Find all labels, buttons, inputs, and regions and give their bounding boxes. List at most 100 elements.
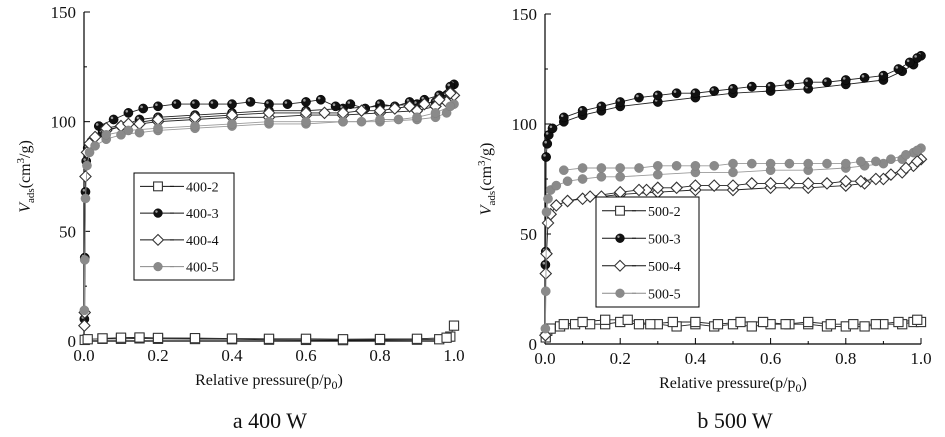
data-point: [411, 333, 423, 344]
data-point: [634, 92, 644, 103]
chart-panel-2: 0 50 100 150 0.0 0.2 0.4 0.6 0.8 1.0 Relative pres…: [476, 5, 932, 433]
legend-marker-shine: [155, 210, 158, 213]
data-point-shine: [173, 101, 177, 104]
data-point: [356, 116, 367, 127]
x-tick-label: 0.2: [147, 346, 168, 365]
data-point-shine: [598, 103, 602, 107]
data-point-shine: [110, 116, 114, 120]
data-point: [300, 333, 312, 344]
data-point-shine: [377, 101, 380, 104]
data-point-shine: [579, 107, 583, 111]
data-point: [412, 112, 422, 123]
data-point: [783, 177, 796, 190]
data-point: [615, 97, 626, 107]
data-point-shine: [636, 94, 639, 98]
data-point: [667, 316, 678, 328]
data-point-shine: [332, 103, 336, 106]
y-tick-label: 100: [512, 115, 538, 134]
data-point: [263, 333, 275, 344]
data-point: [441, 332, 452, 343]
series-line-adsorption: [84, 325, 455, 341]
data-point: [542, 138, 553, 149]
legend-marker: [615, 288, 625, 298]
data-point-shine: [192, 101, 195, 104]
x-tick-label: 0.6: [295, 346, 316, 365]
y-tick-label: 0: [68, 332, 77, 351]
data-point: [80, 193, 91, 204]
data-point-shine: [673, 90, 677, 93]
x-tick-label: 0.2: [610, 349, 631, 368]
data-point: [689, 179, 702, 192]
data-point: [337, 334, 349, 345]
data-point: [551, 180, 562, 191]
data-point: [651, 181, 665, 195]
y-tick-label: 50: [520, 225, 537, 244]
x-tick-label: 0.6: [760, 349, 781, 368]
series-500-3: [540, 50, 926, 270]
data-point-shine: [842, 77, 846, 80]
data-point: [747, 158, 757, 169]
data-point: [841, 158, 851, 169]
data-point: [108, 114, 119, 125]
data-point: [153, 123, 163, 134]
data-point-shine: [447, 83, 450, 87]
data-point: [600, 314, 611, 325]
data-point: [116, 130, 126, 140]
data-point: [912, 145, 923, 156]
data-point: [712, 319, 724, 330]
data-point: [901, 149, 911, 160]
legend-label: 400-4: [186, 234, 219, 249]
data-point: [820, 177, 834, 190]
data-point-shine: [654, 92, 658, 96]
data-point-shine: [549, 125, 553, 129]
y-tick-label: 0: [529, 335, 538, 354]
legend: 500-2 500-3 500-4 500-5: [595, 196, 700, 308]
legend-marker-shine: [617, 235, 620, 238]
data-point-shine: [906, 59, 910, 63]
data-point: [707, 179, 721, 192]
data-point-shine: [140, 105, 143, 109]
legend-label: 500-3: [648, 232, 681, 247]
data-point: [245, 97, 256, 107]
data-point: [709, 160, 720, 171]
data-point-shine: [210, 101, 214, 104]
series-500-5: [540, 143, 926, 334]
data-point: [549, 199, 563, 212]
legend: 400-2 400-3 400-4 400-5: [133, 172, 235, 281]
data-point: [803, 77, 814, 88]
data-point-shine: [560, 114, 564, 118]
data-point-shine: [730, 85, 733, 89]
data-point: [547, 123, 558, 134]
data-point: [728, 83, 738, 94]
legend-label: 500-4: [648, 260, 681, 275]
legend-label: 400-3: [186, 207, 219, 222]
x-tick-label: 0.0: [73, 346, 94, 365]
y-axis-title: Vads(cm3/g): [476, 143, 498, 216]
data-point-shine: [543, 154, 546, 157]
x-axis-title: Relative pressure(p/p0): [659, 375, 807, 395]
legend-label: 400-2: [186, 180, 219, 195]
data-point-shine: [82, 188, 86, 192]
data-point: [899, 161, 913, 175]
data-point: [645, 319, 656, 330]
chart-panel-1: 0 50 100 150 0.0 0.2 0.4 0.6 0.8 1.0 Relative pres…: [15, 3, 465, 433]
data-point: [856, 156, 866, 167]
data-point: [596, 101, 607, 112]
data-point: [764, 177, 777, 190]
data-point: [79, 305, 90, 316]
data-point: [134, 127, 145, 138]
data-point: [653, 169, 663, 180]
data-point: [615, 171, 626, 182]
x-tick-label: 0.4: [221, 346, 243, 365]
data-point: [577, 105, 588, 116]
data-point: [540, 323, 551, 334]
series-400-2: [79, 320, 460, 346]
data-point: [79, 255, 90, 265]
legend-marker: [151, 233, 165, 247]
data-point: [443, 86, 457, 100]
data-point: [190, 99, 200, 109]
data-point: [745, 177, 759, 190]
data-point-shine: [767, 83, 771, 87]
data-point-shine: [786, 81, 790, 85]
data-point: [82, 334, 93, 345]
